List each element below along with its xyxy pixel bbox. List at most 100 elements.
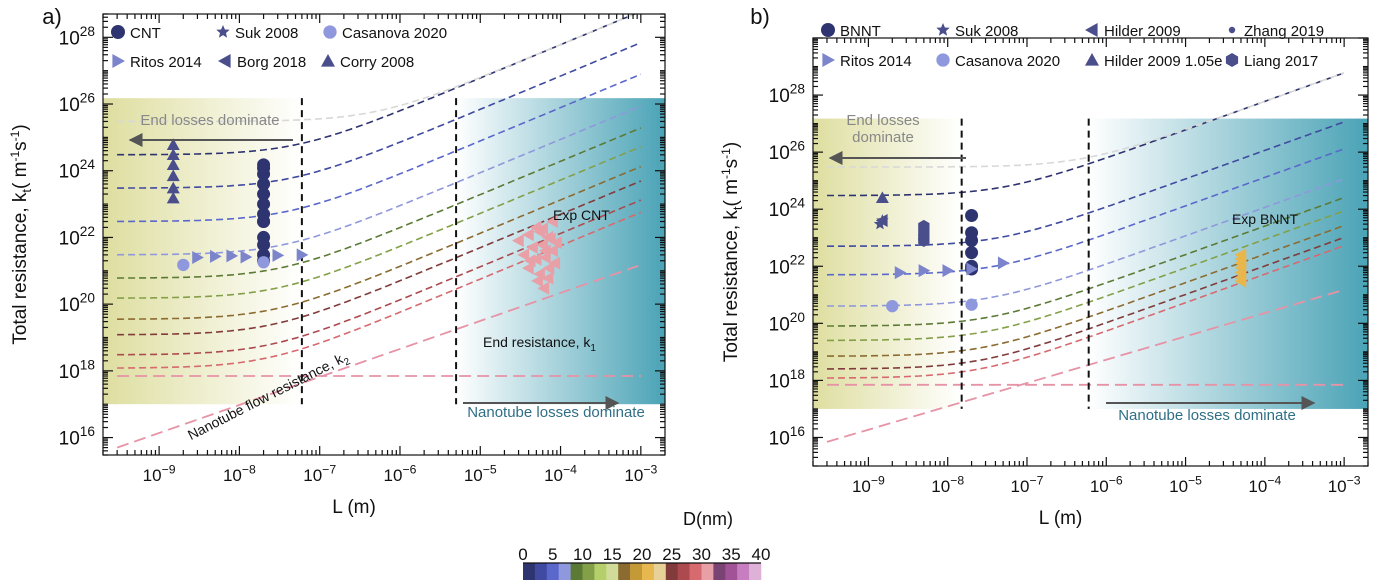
legend-marker	[321, 54, 335, 67]
colorbar-swatch	[558, 563, 571, 580]
data-point	[210, 249, 222, 263]
data-point	[240, 250, 253, 264]
colorbar-swatch	[570, 563, 583, 580]
colorbar-swatch	[642, 563, 655, 580]
colorbar-swatch	[630, 563, 643, 580]
data-point	[296, 248, 309, 262]
data-point	[531, 274, 543, 288]
y-tick-label: 1026	[769, 139, 805, 165]
data-point	[942, 264, 955, 278]
colorbar-swatch	[713, 563, 726, 580]
panel-a: 10−9 10−8 10−7 10−6 10−5 10−4 10−3 1016 1018 1020…	[8, 4, 666, 518]
y-tick-label: 1028	[769, 82, 806, 108]
x-tick-label: 10−6	[1090, 473, 1123, 496]
data-point	[257, 215, 271, 229]
colorbar-tick-label: 0	[518, 545, 527, 564]
legend-label: BNNT	[840, 23, 881, 40]
data-point	[965, 246, 979, 260]
colorbar-swatch	[737, 563, 750, 580]
data-point	[526, 240, 538, 254]
model-curve	[117, 165, 642, 321]
x-tick-label: 10−3	[624, 462, 657, 485]
model-curve	[827, 121, 1345, 247]
data-point	[536, 222, 548, 236]
x-tick-label: 10−9	[852, 473, 885, 496]
model-curve	[117, 180, 642, 336]
data-point	[166, 148, 180, 161]
y-tick-label: 1022	[59, 224, 95, 250]
x-tick-label: 10−5	[1169, 473, 1202, 496]
y-tick-label: 1016	[769, 424, 805, 450]
legend-marker	[218, 54, 231, 68]
data-point	[257, 177, 271, 191]
data-point	[166, 181, 180, 194]
x-tick-label: 10−9	[143, 462, 176, 485]
colorbar-tick-label: 25	[662, 545, 681, 564]
annotation-nanotube-losses: Nanotube losses dominate	[467, 404, 645, 421]
data-point	[166, 191, 180, 204]
data-point	[546, 244, 558, 258]
data-point	[894, 266, 907, 280]
legend-label: Hilder 2009	[1104, 23, 1181, 40]
data-point	[529, 252, 542, 266]
flow-resistance-line	[116, 264, 642, 449]
legend-marker	[1225, 53, 1239, 67]
data-point	[522, 228, 534, 242]
y-tick-label: 1026	[59, 90, 95, 116]
model-curve	[827, 196, 1345, 327]
colorbar-swatch	[749, 563, 762, 580]
legend-label: Zhang 2019	[1244, 23, 1324, 40]
x-tick-label: 10−7	[1011, 473, 1044, 496]
legend-label: Ritos 2014	[130, 54, 202, 71]
data-point	[272, 248, 285, 262]
colorbar-tick-label: 5	[548, 545, 557, 564]
legend-label: Casanova 2020	[955, 53, 1060, 70]
colorbar-swatch	[689, 563, 702, 580]
data-point	[886, 299, 899, 313]
data-point	[542, 261, 555, 275]
model-curve	[827, 224, 1345, 357]
colorbar-swatch	[653, 563, 667, 580]
colorbar-tick-label: 40	[752, 545, 771, 564]
data-point	[257, 187, 271, 201]
data-point	[523, 254, 536, 268]
annotation-end-losses: End losses dominate	[140, 112, 279, 129]
y-tick-label: 1016	[59, 424, 95, 450]
y-axis-label: Total resistance, kt( m-1s-1)	[719, 142, 745, 362]
legend-marker	[1228, 26, 1236, 34]
annotation-exp: Exp BNNT	[1232, 211, 1299, 227]
y-tick-label: 1028	[59, 24, 96, 50]
model-curve	[827, 210, 1345, 342]
end-losses-region	[103, 98, 302, 405]
legend-marker	[936, 53, 950, 67]
plot-area	[826, 72, 1345, 443]
legend-marker	[1085, 53, 1099, 66]
nanotube-losses-region	[456, 98, 665, 405]
x-axis-label: L (m)	[1039, 508, 1083, 529]
data-point	[192, 251, 204, 265]
legend-marker	[323, 25, 337, 39]
data-point	[544, 232, 556, 246]
legend-label: Casanova 2020	[342, 25, 447, 42]
legend-marker	[822, 53, 835, 67]
colorbar-swatch	[546, 563, 559, 580]
data-point	[539, 244, 551, 258]
panel-label: a)	[42, 4, 62, 29]
data-point	[257, 197, 271, 211]
legend-marker	[216, 25, 230, 38]
legend-label: CNT	[130, 25, 161, 42]
plot-area	[116, 14, 642, 449]
legend-label: Hilder 2009 1.05e	[1104, 53, 1222, 70]
model-curve	[117, 127, 642, 279]
model-curve	[117, 14, 637, 156]
legend-marker	[821, 23, 835, 37]
annotation-end-losses: End losses dominate	[846, 112, 919, 146]
data-point	[546, 215, 558, 229]
data-point	[997, 256, 1010, 270]
colorbar-swatch	[725, 563, 738, 580]
panel-b: 10−9 10−8 10−7 10−6 10−5 10−4 10−3 1016 1018 1020…	[719, 4, 1369, 529]
model-curve	[827, 178, 1345, 307]
colorbar-swatch	[677, 563, 690, 580]
data-point	[257, 256, 270, 269]
